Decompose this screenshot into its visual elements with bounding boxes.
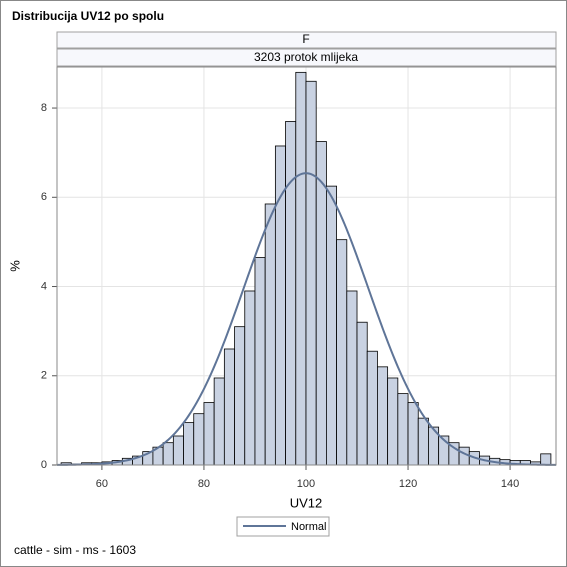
bar <box>193 413 205 466</box>
bar <box>234 326 246 466</box>
bar <box>366 350 378 466</box>
bar <box>274 145 286 466</box>
bar <box>254 257 266 466</box>
y-tick-label: 4 <box>41 280 47 292</box>
y-tick-label: 2 <box>41 370 47 382</box>
y-tick-label: 8 <box>41 102 47 114</box>
bar <box>336 239 348 466</box>
bar <box>285 121 297 466</box>
bar <box>264 203 276 466</box>
x-tick-label: 120 <box>399 478 417 490</box>
bar <box>397 393 409 466</box>
bar <box>295 71 307 466</box>
plot-frame <box>56 66 557 466</box>
panel-header <box>56 31 557 49</box>
bar <box>377 366 389 466</box>
bar <box>387 377 399 466</box>
bar <box>223 348 235 466</box>
bar <box>244 290 256 466</box>
normal-curve <box>56 172 557 466</box>
bar <box>540 453 552 466</box>
bar <box>305 80 317 466</box>
bar <box>183 422 195 466</box>
bar <box>325 185 338 466</box>
panel-header <box>56 48 557 67</box>
x-tick-label: 80 <box>198 478 210 490</box>
bar <box>315 141 327 466</box>
footnote: cattle - sim - ms - 1603 <box>14 543 136 557</box>
bar <box>356 321 368 466</box>
bar <box>172 435 184 466</box>
x-tick-label: 100 <box>297 478 315 490</box>
panel-label: F <box>302 32 309 46</box>
y-axis-label: % <box>7 260 22 272</box>
bar <box>213 377 225 466</box>
bar <box>417 417 429 466</box>
bar <box>162 442 174 466</box>
bar <box>203 402 215 466</box>
bar <box>346 290 358 466</box>
x-tick-label: 60 <box>96 478 108 490</box>
legend-label: Normal <box>291 521 326 533</box>
y-tick-label: 6 <box>41 191 47 203</box>
y-tick-label: 0 <box>41 459 47 471</box>
panel-label: 3203 protok mlijeka <box>254 50 358 64</box>
x-axis-label: UV12 <box>290 495 323 510</box>
x-tick-label: 140 <box>501 478 519 490</box>
chart-title: Distribucija UV12 po spolu <box>12 9 164 23</box>
bar <box>407 402 419 466</box>
